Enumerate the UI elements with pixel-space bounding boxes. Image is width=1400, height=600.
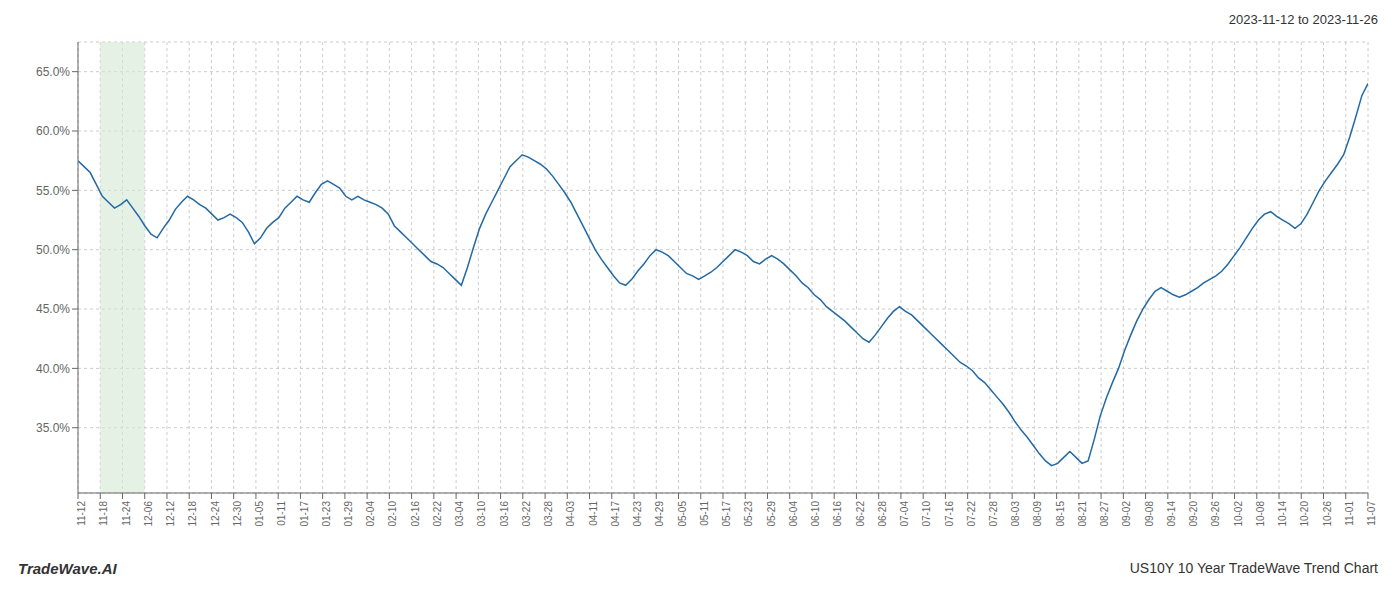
svg-text:02-22: 02-22 xyxy=(432,501,443,527)
svg-text:60.0%: 60.0% xyxy=(36,124,70,138)
svg-text:11-12: 11-12 xyxy=(76,501,87,526)
svg-text:06-04: 06-04 xyxy=(788,501,799,527)
svg-text:02-16: 02-16 xyxy=(410,501,421,527)
svg-text:09-14: 09-14 xyxy=(1166,501,1177,527)
svg-text:55.0%: 55.0% xyxy=(36,184,70,198)
svg-text:01-05: 01-05 xyxy=(254,501,265,527)
svg-text:03-04: 03-04 xyxy=(454,501,465,527)
svg-text:05-11: 05-11 xyxy=(699,501,710,526)
svg-text:09-26: 09-26 xyxy=(1210,501,1221,527)
svg-text:03-10: 03-10 xyxy=(476,501,487,527)
svg-text:04-23: 04-23 xyxy=(632,501,643,527)
svg-text:50.0%: 50.0% xyxy=(36,243,70,257)
svg-text:04-29: 04-29 xyxy=(654,501,665,527)
svg-text:09-20: 09-20 xyxy=(1188,501,1199,527)
svg-text:10-14: 10-14 xyxy=(1277,501,1288,527)
svg-text:05-29: 05-29 xyxy=(766,501,777,527)
svg-text:12-18: 12-18 xyxy=(187,501,198,527)
svg-text:12-12: 12-12 xyxy=(165,501,176,527)
svg-text:04-11: 04-11 xyxy=(588,501,599,526)
svg-text:10-20: 10-20 xyxy=(1299,501,1310,527)
svg-text:06-28: 06-28 xyxy=(877,501,888,527)
svg-text:09-08: 09-08 xyxy=(1144,501,1155,527)
html-text:US10Y 10 Year TradeWave Trend: US10Y 10 Year TradeWave Trend Chart xyxy=(1129,560,1378,576)
svg-text:06-22: 06-22 xyxy=(855,501,866,527)
svg-text:12-24: 12-24 xyxy=(210,501,221,527)
svg-text:11-24: 11-24 xyxy=(121,501,132,526)
svg-text:05-05: 05-05 xyxy=(677,501,688,527)
svg-text:11-07: 11-07 xyxy=(1366,501,1377,526)
svg-text:03-28: 03-28 xyxy=(543,501,554,527)
svg-text:05-23: 05-23 xyxy=(743,501,754,527)
svg-text:40.0%: 40.0% xyxy=(36,362,70,376)
svg-text:08-15: 08-15 xyxy=(1055,501,1066,527)
svg-text:07-28: 07-28 xyxy=(988,501,999,527)
svg-text:10-08: 10-08 xyxy=(1255,501,1266,527)
svg-text:12-06: 12-06 xyxy=(143,501,154,527)
svg-text:04-03: 04-03 xyxy=(565,501,576,527)
svg-text:03-16: 03-16 xyxy=(499,501,510,527)
svg-text:01-11: 01-11 xyxy=(276,501,287,526)
svg-text:06-16: 06-16 xyxy=(832,501,843,527)
svg-text:02-10: 02-10 xyxy=(387,501,398,527)
svg-text:65.0%: 65.0% xyxy=(36,65,70,79)
svg-text:08-27: 08-27 xyxy=(1099,501,1110,527)
svg-text:01-29: 01-29 xyxy=(343,501,354,527)
svg-text:02-04: 02-04 xyxy=(365,501,376,527)
svg-text:09-02: 09-02 xyxy=(1121,501,1132,527)
svg-text:01-17: 01-17 xyxy=(299,501,310,527)
html-text:TradeWave.AI: TradeWave.AI xyxy=(18,559,117,577)
svg-text:08-21: 08-21 xyxy=(1077,501,1088,527)
svg-text:03-22: 03-22 xyxy=(521,501,532,527)
svg-text:05-17: 05-17 xyxy=(721,501,732,527)
svg-text:12-30: 12-30 xyxy=(232,501,243,527)
svg-text:07-04: 07-04 xyxy=(899,501,910,527)
svg-text:07-16: 07-16 xyxy=(944,501,955,527)
svg-text:45.0%: 45.0% xyxy=(36,302,70,316)
svg-text:11-01: 11-01 xyxy=(1344,501,1355,526)
svg-text:10-02: 10-02 xyxy=(1233,501,1244,527)
svg-text:07-10: 07-10 xyxy=(921,501,932,527)
svg-text:08-09: 08-09 xyxy=(1032,501,1043,527)
svg-text:35.0%: 35.0% xyxy=(36,421,70,435)
svg-text:10-26: 10-26 xyxy=(1322,501,1333,527)
svg-text:08-03: 08-03 xyxy=(1010,501,1021,527)
html-text:2023-11-12 to 2023-11-26: 2023-11-12 to 2023-11-26 xyxy=(1228,12,1378,27)
svg-text:04-17: 04-17 xyxy=(610,501,621,527)
svg-text:07-22: 07-22 xyxy=(966,501,977,527)
svg-text:11-18: 11-18 xyxy=(98,501,109,526)
svg-text:06-10: 06-10 xyxy=(810,501,821,527)
svg-text:01-23: 01-23 xyxy=(321,501,332,527)
